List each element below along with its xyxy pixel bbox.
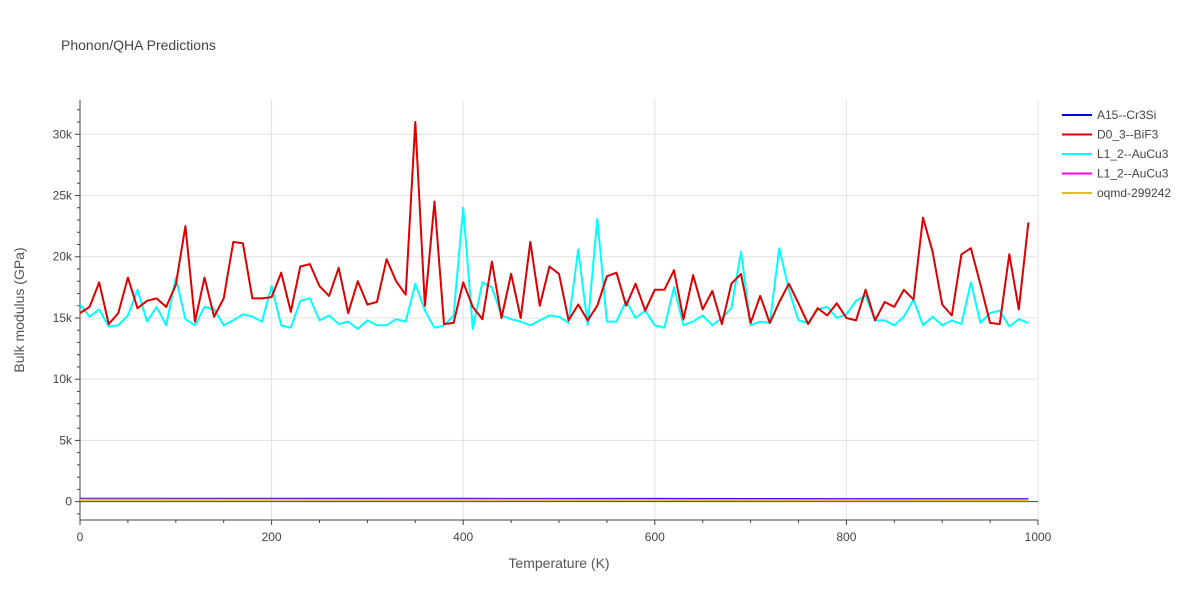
series-line-2[interactable] [79, 206, 1029, 330]
legend-label: D0_3--BiF3 [1097, 128, 1159, 142]
axes: 0 200 400 600 800 1000 0 5k 10k 15k 20k 25k 30k [53, 100, 1052, 544]
legend-item[interactable]: A15--Cr3Si [1062, 108, 1156, 122]
x-tick-label: 800 [836, 530, 856, 544]
legend-item[interactable]: L1_2--AuCu3 [1062, 147, 1169, 161]
x-axis-title: Temperature (K) [508, 555, 609, 571]
x-tick-label: 0 [77, 530, 84, 544]
grid [79, 100, 1039, 520]
y-tick-label: 25k [53, 189, 73, 203]
y-tick-label: 0 [65, 495, 72, 509]
y-tick-label: 15k [53, 311, 73, 325]
y-axis-title: Bulk modulus (GPa) [11, 247, 27, 372]
y-tick-label: 5k [59, 433, 73, 447]
x-tick-label: 1000 [1025, 530, 1052, 544]
legend-label: oqmd-299242 [1097, 186, 1171, 200]
legend-label: L1_2--AuCu3 [1097, 167, 1169, 181]
plot-area[interactable] [79, 121, 1030, 502]
y-tick-label: 30k [53, 127, 73, 141]
legend-item[interactable]: oqmd-299242 [1062, 186, 1171, 200]
series-line-1[interactable] [79, 121, 1030, 326]
x-tick-label: 600 [645, 530, 665, 544]
x-tick-label: 200 [262, 530, 282, 544]
legend-label: L1_2--AuCu3 [1097, 147, 1169, 161]
y-tick-label: 20k [53, 250, 73, 264]
chart-title: Phonon/QHA Predictions [61, 37, 216, 53]
legend-item[interactable]: D0_3--BiF3 [1062, 128, 1159, 142]
legend-label: A15--Cr3Si [1097, 108, 1156, 122]
series-line-4[interactable] [80, 498, 1029, 502]
legend-item[interactable]: L1_2--AuCu3 [1062, 167, 1169, 181]
x-tick-label: 400 [453, 530, 473, 544]
legend[interactable]: A15--Cr3Si D0_3--BiF3 L1_2--AuCu3 L1_2--AuC… [1062, 108, 1171, 200]
y-tick-label: 10k [53, 372, 73, 386]
